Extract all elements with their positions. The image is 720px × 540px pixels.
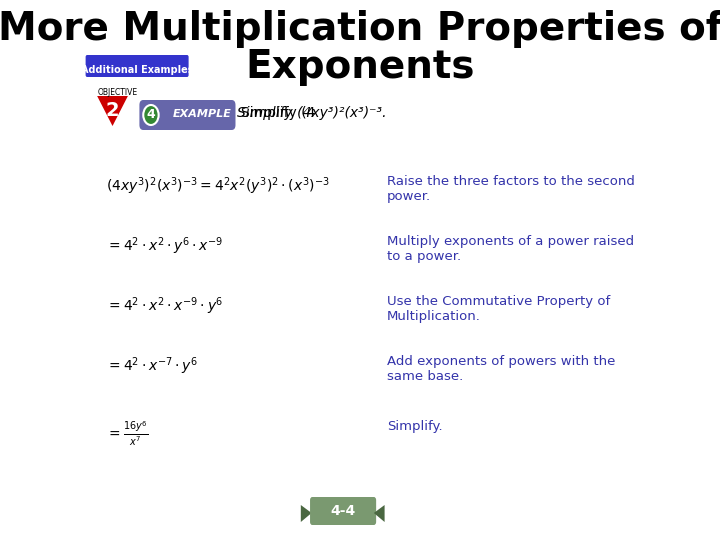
- Polygon shape: [374, 505, 384, 522]
- Polygon shape: [97, 96, 128, 126]
- Text: $(4xy^3)^2(x^3)^{-3} = 4^2x^2(y^3)^2 \cdot (x^3)^{-3}$: $(4xy^3)^2(x^3)^{-3} = 4^2x^2(y^3)^2 \cd…: [107, 175, 330, 197]
- FancyBboxPatch shape: [310, 497, 376, 525]
- Text: $= \frac{16y^6}{x^7}$: $= \frac{16y^6}{x^7}$: [107, 420, 148, 448]
- Text: $= 4^2 \cdot x^2 \cdot x^{-9} \cdot y^6$: $= 4^2 \cdot x^2 \cdot x^{-9} \cdot y^6$: [107, 295, 224, 316]
- Polygon shape: [301, 505, 312, 522]
- Text: Multiply exponents of a power raised
to a power.: Multiply exponents of a power raised to …: [387, 235, 634, 263]
- Text: More Multiplication Properties of: More Multiplication Properties of: [0, 10, 720, 48]
- Text: Use the Commutative Property of
Multiplication.: Use the Commutative Property of Multipli…: [387, 295, 610, 323]
- Text: $= 4^2 \cdot x^2 \cdot y^6 \cdot x^{-9}$: $= 4^2 \cdot x^2 \cdot y^6 \cdot x^{-9}$: [107, 235, 224, 256]
- Text: Simplify (4xy³)²(x³)⁻³.: Simplify (4xy³)²(x³)⁻³.: [237, 106, 387, 120]
- Text: 2: 2: [106, 100, 120, 119]
- Text: $= 4^2 \cdot x^{-7} \cdot y^6$: $= 4^2 \cdot x^{-7} \cdot y^6$: [107, 355, 199, 376]
- Text: 4-4: 4-4: [330, 504, 356, 518]
- Text: Add exponents of powers with the
same base.: Add exponents of powers with the same ba…: [387, 355, 616, 383]
- Text: Raise the three factors to the second
power.: Raise the three factors to the second po…: [387, 175, 635, 203]
- Text: Simplify.: Simplify.: [387, 420, 443, 433]
- Text: 4: 4: [147, 109, 156, 122]
- Text: Simplify (4: Simplify (4: [241, 106, 315, 120]
- FancyBboxPatch shape: [86, 55, 189, 77]
- Text: Exponents: Exponents: [246, 48, 474, 86]
- Text: Additional Examples: Additional Examples: [81, 65, 194, 75]
- Circle shape: [143, 105, 158, 125]
- Text: OBJECTIVE: OBJECTIVE: [97, 88, 138, 97]
- Text: EXAMPLE: EXAMPLE: [173, 109, 232, 119]
- FancyBboxPatch shape: [140, 100, 235, 130]
